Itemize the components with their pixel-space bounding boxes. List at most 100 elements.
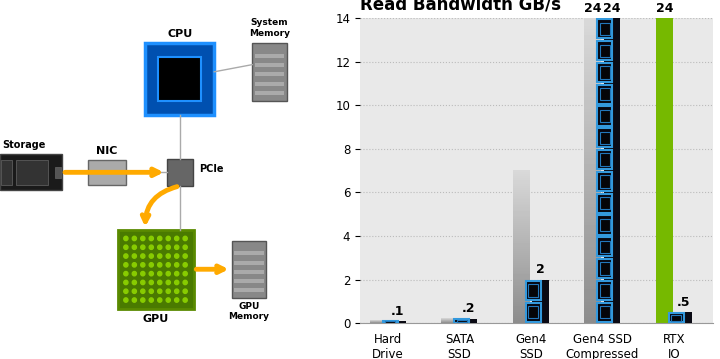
FancyBboxPatch shape	[255, 63, 284, 67]
FancyBboxPatch shape	[16, 160, 48, 185]
Circle shape	[149, 289, 153, 293]
FancyBboxPatch shape	[234, 270, 264, 274]
FancyBboxPatch shape	[252, 43, 287, 101]
Text: 2: 2	[536, 263, 545, 276]
Bar	[597, 106, 613, 126]
Circle shape	[140, 236, 145, 241]
Bar	[600, 219, 610, 231]
Circle shape	[124, 271, 128, 276]
Text: NIC: NIC	[96, 146, 118, 156]
FancyBboxPatch shape	[117, 230, 194, 309]
Circle shape	[158, 271, 162, 276]
Bar	[597, 19, 613, 38]
Bar	[600, 262, 610, 275]
Circle shape	[124, 289, 128, 293]
FancyBboxPatch shape	[145, 43, 215, 115]
Circle shape	[183, 298, 187, 302]
Text: GPU
Memory: GPU Memory	[228, 302, 269, 321]
Circle shape	[158, 280, 162, 285]
Bar	[603, 18, 620, 323]
Circle shape	[166, 289, 171, 293]
Circle shape	[149, 254, 153, 258]
Circle shape	[166, 298, 171, 302]
Bar	[385, 321, 395, 323]
Bar	[600, 88, 610, 101]
Circle shape	[140, 289, 145, 293]
Circle shape	[183, 289, 187, 293]
Circle shape	[124, 245, 128, 250]
Circle shape	[124, 263, 128, 267]
Circle shape	[140, 245, 145, 250]
Circle shape	[166, 236, 171, 241]
Text: .2: .2	[462, 303, 476, 316]
Circle shape	[132, 280, 136, 285]
Bar	[600, 306, 610, 318]
Circle shape	[183, 263, 187, 267]
Circle shape	[149, 263, 153, 267]
FancyBboxPatch shape	[234, 288, 264, 292]
FancyBboxPatch shape	[255, 54, 284, 58]
Text: Storage: Storage	[2, 140, 46, 150]
Bar	[456, 320, 467, 322]
FancyBboxPatch shape	[158, 57, 201, 101]
Bar	[600, 197, 610, 209]
Circle shape	[158, 263, 162, 267]
Circle shape	[124, 280, 128, 285]
Circle shape	[149, 245, 153, 250]
Bar	[382, 321, 398, 323]
Text: CPU: CPU	[167, 29, 192, 39]
Bar	[597, 237, 613, 256]
Circle shape	[132, 289, 136, 293]
Circle shape	[140, 254, 145, 258]
Text: 24: 24	[603, 2, 621, 15]
Bar	[600, 154, 610, 166]
Text: Read Bandwidth GB/s: Read Bandwidth GB/s	[360, 0, 561, 14]
Bar	[597, 85, 613, 104]
Text: .5: .5	[677, 296, 690, 309]
Text: PCIe: PCIe	[199, 164, 223, 174]
Text: .1: .1	[390, 305, 404, 318]
Bar	[528, 284, 538, 297]
Circle shape	[175, 254, 179, 258]
Circle shape	[158, 254, 162, 258]
Circle shape	[124, 254, 128, 258]
Bar	[669, 313, 684, 322]
Bar	[675, 312, 692, 323]
Bar	[600, 66, 610, 79]
Circle shape	[175, 280, 179, 285]
Circle shape	[158, 245, 162, 250]
Bar	[671, 314, 681, 321]
Circle shape	[158, 298, 162, 302]
FancyBboxPatch shape	[234, 251, 264, 256]
Circle shape	[149, 280, 153, 285]
Bar	[600, 241, 610, 253]
Bar	[597, 194, 613, 213]
Circle shape	[158, 236, 162, 241]
Bar	[600, 284, 610, 297]
Circle shape	[166, 280, 171, 285]
Bar	[597, 63, 613, 82]
Bar	[532, 280, 549, 323]
Bar	[454, 319, 469, 323]
Circle shape	[175, 298, 179, 302]
Circle shape	[166, 254, 171, 258]
Bar	[597, 259, 613, 278]
Circle shape	[175, 289, 179, 293]
Bar	[600, 132, 610, 144]
Circle shape	[175, 263, 179, 267]
Bar	[389, 321, 405, 323]
FancyBboxPatch shape	[166, 159, 193, 186]
Bar	[600, 45, 610, 57]
FancyBboxPatch shape	[255, 81, 284, 85]
FancyBboxPatch shape	[0, 154, 62, 190]
Bar	[597, 41, 613, 60]
Bar	[597, 172, 613, 191]
Bar	[597, 281, 613, 300]
Bar	[597, 128, 613, 148]
Circle shape	[166, 245, 171, 250]
Bar	[597, 215, 613, 235]
Circle shape	[183, 271, 187, 276]
Bar	[461, 319, 477, 323]
FancyBboxPatch shape	[255, 91, 284, 95]
FancyBboxPatch shape	[1, 160, 12, 185]
